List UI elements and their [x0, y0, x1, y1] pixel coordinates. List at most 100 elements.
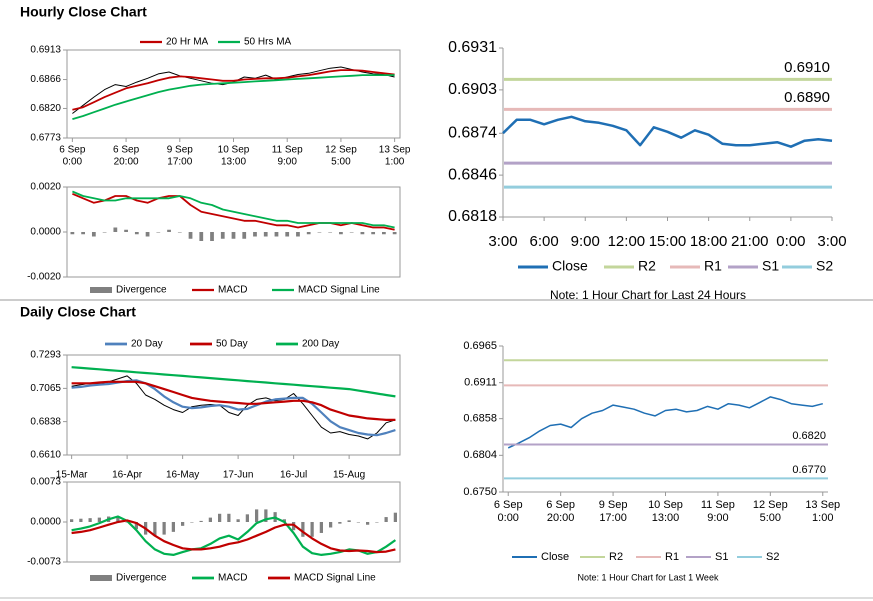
y-tick-label: 0.6911 — [464, 377, 497, 389]
divergence-bar — [167, 229, 171, 232]
divergence-bar — [255, 509, 259, 522]
series-line — [71, 366, 396, 398]
divergence-bar — [171, 522, 175, 532]
divergence-bar — [253, 232, 257, 237]
divergence-bar — [79, 518, 83, 522]
y-tick-label: 0.6846 — [448, 166, 497, 183]
legend-label: S2 — [766, 551, 779, 563]
x-tick-label: 6 Sep — [546, 499, 575, 511]
x-tick-label: 13 Sep — [379, 145, 411, 156]
x-tick-label: 6:00 — [530, 233, 559, 250]
legend-label: R2 — [638, 258, 656, 274]
x-tick-label: 0:00 — [63, 157, 83, 168]
legend-swatch — [90, 287, 112, 293]
y-tick-label: 0.0000 — [30, 227, 61, 238]
legend-label: R1 — [704, 258, 722, 274]
y-tick-label: 0.6866 — [30, 74, 61, 85]
x-tick-label: 17:00 — [167, 157, 192, 168]
divergence-bar — [296, 232, 300, 237]
x-tick-label: 12:00 — [608, 233, 646, 250]
y-tick-label: 0.6931 — [448, 39, 497, 56]
y-tick-label: 0.0073 — [30, 477, 61, 488]
y-tick-label: 0.6858 — [463, 413, 497, 425]
legend-label: MACD Signal Line — [294, 573, 376, 584]
divergence-bar — [338, 522, 342, 524]
x-tick-label: 6 Sep — [59, 145, 86, 156]
x-tick-label: 20:00 — [547, 512, 575, 524]
section-title: Daily Close Chart — [20, 304, 136, 320]
divergence-bar — [349, 232, 354, 233]
x-tick-label: 3:00 — [817, 233, 846, 250]
divergence-bar — [245, 514, 249, 522]
divergence-bar — [177, 232, 182, 233]
y-tick-label: 0.0020 — [30, 182, 61, 193]
divergence-bar — [375, 522, 379, 523]
x-tick-label: 9 Sep — [599, 499, 628, 511]
divergence-bar — [70, 519, 74, 522]
divergence-bar — [347, 520, 351, 522]
divergence-bar — [220, 232, 225, 239]
legend-label: 50 Hrs MA — [244, 37, 292, 48]
x-tick-label: 17-Jun — [223, 470, 254, 481]
y-tick-label: 0.6804 — [463, 449, 497, 461]
y-tick-label: 0.6750 — [463, 486, 497, 498]
divergence-bar — [310, 522, 314, 537]
x-tick-label: 12 Sep — [325, 145, 357, 156]
divergence-bar — [301, 522, 305, 537]
divergence-bar — [91, 232, 96, 237]
legend-label: S2 — [816, 258, 833, 274]
plot-frame — [66, 354, 401, 456]
legend-label: S1 — [715, 551, 728, 563]
divergence-bar — [242, 232, 247, 239]
divergence-bar — [81, 232, 85, 235]
level-label: 0.6770 — [792, 464, 826, 476]
divergence-bar — [134, 522, 138, 530]
level-label: 0.6820 — [792, 430, 826, 442]
divergence-bar — [264, 509, 268, 522]
y-tick-label: -0.0073 — [27, 557, 61, 568]
legend-label: 200 Day — [302, 339, 339, 350]
y-tick-label: 0.6838 — [30, 416, 61, 427]
series-line — [72, 69, 395, 111]
x-tick-label: 21:00 — [731, 233, 769, 250]
x-tick-label: 16-May — [166, 470, 199, 481]
divergence-bar — [210, 232, 214, 241]
legend-label: Divergence — [116, 573, 167, 584]
x-tick-label: 5:00 — [760, 512, 781, 524]
divergence-bar — [371, 232, 376, 235]
divergence-bar — [227, 513, 231, 522]
x-tick-label: 15-Mar — [56, 470, 88, 481]
x-tick-label: 6 Sep — [113, 145, 140, 156]
series-line — [72, 190, 395, 229]
divergence-bar — [190, 522, 194, 523]
divergence-bar — [124, 229, 128, 232]
divergence-bar — [199, 232, 204, 241]
divergence-bar — [134, 232, 139, 235]
legend-label: Divergence — [116, 285, 167, 296]
divergence-bar — [356, 522, 360, 523]
x-tick-label: 10 Sep — [218, 145, 250, 156]
series-line — [72, 192, 395, 231]
legend-label: 20 Day — [131, 339, 163, 350]
chart-note: Note: 1 Hour Chart for Last 24 Hours — [550, 288, 746, 302]
x-tick-label: 17:00 — [599, 512, 627, 524]
y-tick-label: 0.6818 — [448, 208, 497, 225]
divergence-bar — [153, 522, 157, 536]
divergence-bar — [392, 232, 397, 235]
series-line — [71, 380, 396, 421]
y-tick-label: 0.6820 — [30, 103, 61, 114]
series-line — [502, 115, 833, 148]
divergence-bar — [208, 517, 212, 522]
series-line — [72, 74, 395, 120]
legend-label: S1 — [762, 258, 779, 274]
divergence-bar — [188, 232, 193, 239]
x-tick-label: 16-Apr — [112, 470, 143, 481]
divergence-bar — [319, 522, 323, 533]
y-tick-label: 0.7065 — [30, 383, 61, 394]
x-tick-label: 11 Sep — [272, 145, 303, 156]
divergence-bar — [329, 522, 333, 528]
x-tick-label: 15:00 — [649, 233, 687, 250]
legend-label: Close — [541, 551, 569, 563]
divergence-bar — [102, 232, 107, 233]
